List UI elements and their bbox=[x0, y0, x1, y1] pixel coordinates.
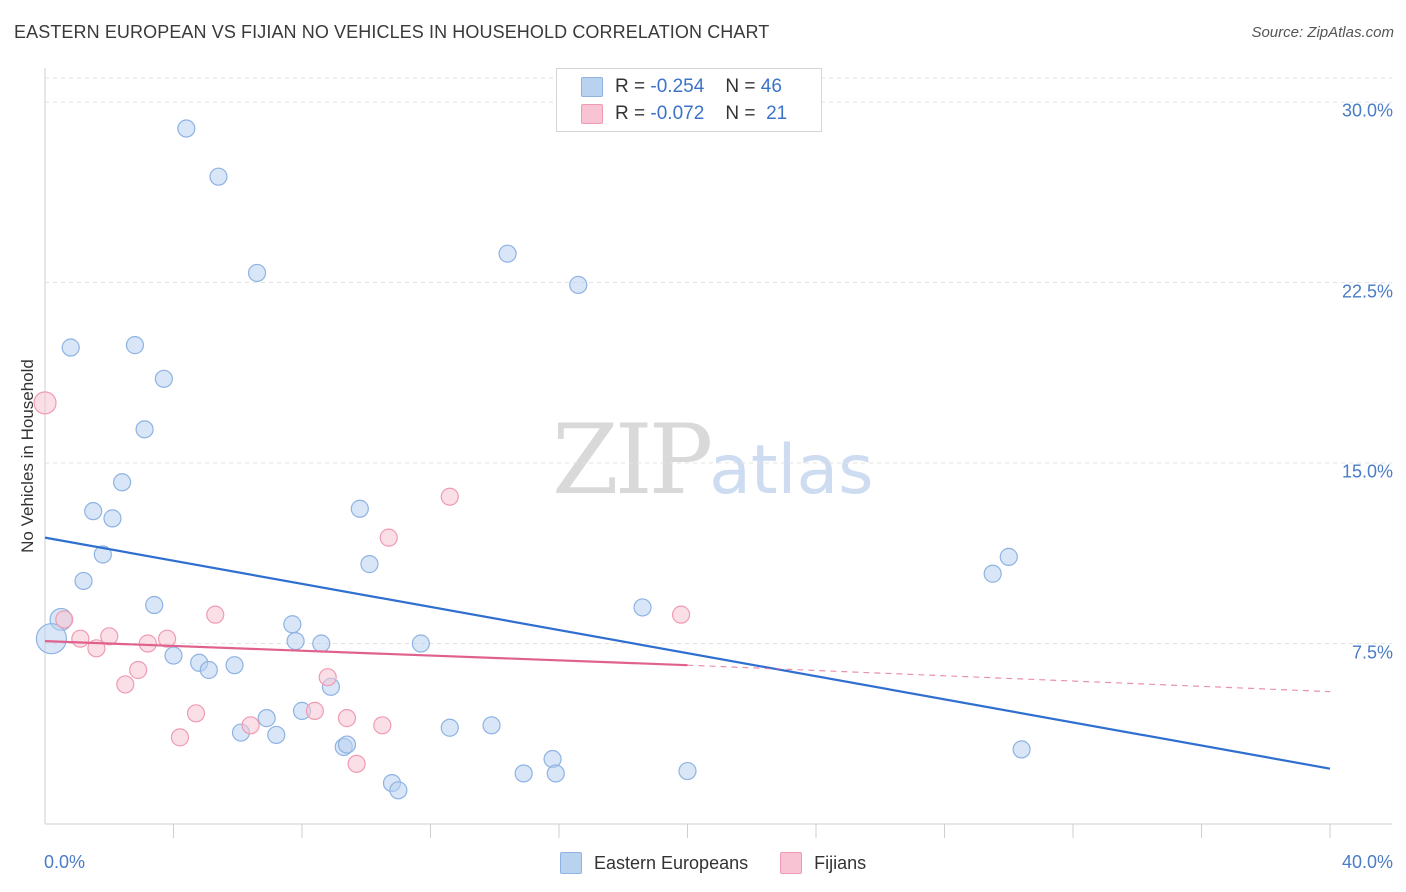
fijian-point bbox=[129, 660, 148, 680]
eastern-european-point bbox=[389, 781, 408, 800]
watermark-atlas: atlas bbox=[709, 431, 874, 510]
eastern-european-point bbox=[999, 547, 1018, 566]
series-legend-label: Fijians bbox=[814, 852, 867, 873]
chart-title: EASTERN EUROPEAN VS FIJIAN NO VEHICLES I… bbox=[14, 22, 770, 42]
eastern-european-point bbox=[498, 244, 517, 263]
source-credit: Source: ZipAtlas.com bbox=[1251, 24, 1394, 41]
eastern-european-point bbox=[514, 764, 533, 783]
legend-row-eastern-european: R = -0.254 N = 46 bbox=[581, 75, 782, 99]
eastern-european-point bbox=[164, 646, 183, 665]
eastern-european-point bbox=[247, 263, 267, 283]
eastern-european-point bbox=[177, 119, 196, 138]
eastern-european-point bbox=[350, 499, 369, 518]
watermark: ZIPatlas bbox=[552, 404, 874, 516]
eastern-european-point bbox=[93, 545, 112, 564]
fijian-point bbox=[373, 716, 392, 735]
eastern-european-point bbox=[360, 555, 379, 574]
fijian-point bbox=[241, 716, 260, 735]
eastern-european-point bbox=[546, 764, 565, 783]
fijian-point bbox=[138, 634, 157, 653]
eastern-european-point bbox=[112, 473, 132, 492]
eastern-european-point bbox=[267, 725, 286, 745]
eastern-european-point bbox=[74, 571, 93, 591]
legend-swatch-pink bbox=[581, 104, 603, 124]
eastern-european-point bbox=[283, 615, 302, 634]
legend-swatch-blue bbox=[581, 77, 603, 97]
eastern-european-point bbox=[84, 502, 103, 521]
legend-n-value: 21 bbox=[766, 103, 788, 124]
eastern-european-point bbox=[154, 369, 173, 388]
fijian-point bbox=[55, 610, 74, 629]
legend-r-label: R = bbox=[615, 103, 646, 124]
y-tick-label: 7.5% bbox=[1351, 642, 1393, 663]
eastern-european-point bbox=[135, 420, 154, 439]
series-legend-eastern-europeans: Eastern Europeans bbox=[560, 852, 748, 874]
legend-row-fijian: R = -0.072 N = 21 bbox=[581, 102, 787, 126]
x-tick-label-max: 40.0% bbox=[1341, 852, 1393, 872]
y-axis-label: No Vehicles in Household bbox=[18, 359, 37, 553]
eastern-european-point bbox=[125, 336, 145, 355]
series-legend-label: Eastern Europeans bbox=[594, 852, 749, 873]
eastern-european-point bbox=[678, 761, 697, 781]
eastern-european-point bbox=[199, 660, 218, 680]
fijian-trendline-extension bbox=[687, 664, 1331, 693]
fijian-point bbox=[186, 704, 206, 723]
eastern-european-trendline bbox=[44, 536, 1331, 770]
legend-r-value: -0.072 bbox=[650, 103, 705, 124]
series-legend: Eastern Europeans Fijians bbox=[560, 852, 898, 874]
series-legend-fijians: Fijians bbox=[780, 852, 866, 874]
fijian-point bbox=[337, 709, 357, 728]
fijian-point bbox=[71, 629, 90, 648]
legend-n-value: 46 bbox=[760, 76, 782, 97]
eastern-european-point bbox=[337, 735, 357, 754]
fijian-point bbox=[206, 605, 225, 624]
fijian-point bbox=[157, 629, 177, 648]
legend-n-label: N = bbox=[725, 76, 756, 97]
eastern-european-point bbox=[61, 338, 80, 357]
eastern-european-point bbox=[225, 656, 244, 675]
eastern-european-point bbox=[209, 167, 228, 186]
series-swatch-blue bbox=[560, 852, 582, 874]
y-tick-label: 30.0% bbox=[1341, 100, 1393, 121]
eastern-european-point bbox=[983, 564, 1002, 583]
x-tick-label-min: 0.0% bbox=[44, 852, 86, 872]
fijian-point bbox=[318, 668, 337, 687]
fijian-point bbox=[347, 754, 366, 773]
fijian-point bbox=[116, 675, 135, 694]
legend-n-label: N = bbox=[725, 103, 756, 124]
eastern-european-point bbox=[35, 623, 68, 655]
eastern-european-point bbox=[411, 634, 430, 653]
fijian-point bbox=[100, 627, 119, 646]
eastern-european-point bbox=[569, 275, 588, 295]
watermark-zip: ZIP bbox=[552, 404, 713, 516]
eastern-european-point bbox=[257, 709, 276, 728]
correlation-legend: R = -0.254 N = 46 R = -0.072 N = 21 bbox=[556, 68, 822, 132]
legend-r-value: -0.254 bbox=[650, 76, 705, 97]
eastern-european-point bbox=[633, 598, 652, 617]
eastern-european-point bbox=[312, 634, 331, 653]
eastern-european-point bbox=[286, 632, 305, 651]
eastern-european-point bbox=[103, 509, 122, 528]
fijian-point bbox=[440, 487, 459, 506]
y-tick-label: 22.5% bbox=[1341, 281, 1393, 302]
fijian-point bbox=[305, 701, 324, 720]
eastern-european-point bbox=[440, 718, 459, 737]
eastern-european-point bbox=[482, 716, 501, 735]
fijian-trendline bbox=[44, 640, 688, 667]
fijian-point bbox=[671, 605, 691, 624]
y-tick-label: 15.0% bbox=[1341, 461, 1393, 482]
fijian-point bbox=[33, 391, 57, 415]
eastern-european-point bbox=[145, 595, 164, 615]
series-swatch-pink bbox=[780, 852, 803, 874]
fijian-point bbox=[379, 528, 398, 547]
legend-r-label: R = bbox=[615, 76, 646, 97]
eastern-european-point bbox=[1012, 740, 1031, 759]
fijian-point bbox=[170, 728, 190, 747]
